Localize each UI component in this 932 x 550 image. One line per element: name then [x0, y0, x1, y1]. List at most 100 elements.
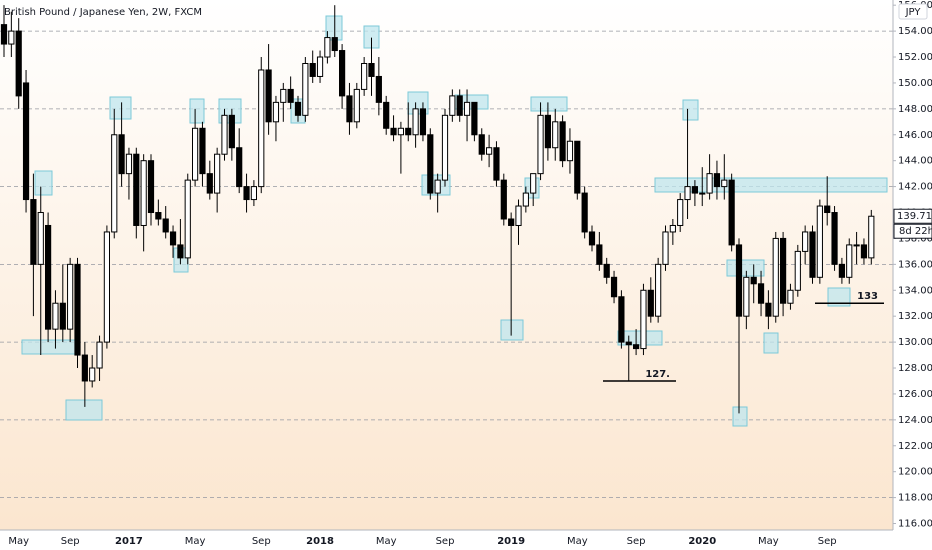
y-tick-label: 118.000: [898, 493, 932, 504]
candle-body: [566, 140, 574, 162]
candle-body: [838, 263, 845, 278]
candle-body: [199, 127, 206, 175]
x-tick-label: Sep: [818, 536, 837, 547]
candle-body: [522, 192, 529, 207]
candle-body: [375, 75, 382, 103]
chart-title: British Pound / Japanese Yen, 2W, FXCM: [4, 7, 202, 18]
candle-body: [8, 30, 15, 45]
candle-body: [794, 250, 801, 291]
candle-body: [816, 205, 823, 278]
candle-body: [15, 30, 22, 97]
zone: [189, 98, 205, 124]
x-tick-label: May: [758, 536, 779, 547]
candle-body: [294, 101, 302, 116]
y-tick-label: 130.000: [898, 337, 932, 348]
candle-body: [486, 147, 493, 155]
candle-body: [618, 296, 625, 343]
zone: [726, 259, 765, 277]
candle-body: [324, 37, 331, 58]
candle-body: [243, 186, 250, 201]
y-tick-label: 122.000: [898, 441, 932, 452]
candle-body: [588, 231, 596, 246]
candle-body: [691, 186, 698, 194]
candle-body: [280, 88, 287, 103]
candle-body: [368, 62, 375, 77]
candle-body: [74, 263, 81, 356]
candle-body: [449, 95, 456, 116]
candle-body: [390, 127, 397, 136]
zone: [682, 99, 699, 121]
candle-body: [236, 147, 243, 188]
x-tick-label: Sep: [61, 536, 80, 547]
zone: [827, 287, 851, 307]
candle-body: [353, 88, 360, 123]
candle-body: [111, 134, 118, 233]
zone: [654, 177, 888, 193]
candle-body: [383, 101, 390, 129]
y-tick-label: 150.000: [898, 78, 932, 89]
candle-body: [434, 179, 441, 194]
candle-body: [177, 244, 184, 259]
candle-body: [103, 231, 111, 343]
x-axis-background: [0, 530, 932, 550]
x-tick-label: Sep: [436, 536, 455, 547]
candle-body: [258, 69, 265, 188]
candle-body: [0, 24, 8, 45]
candle-body: [780, 237, 787, 304]
zone: [325, 15, 343, 41]
x-tick-label: May: [376, 536, 397, 547]
candle-body: [655, 263, 662, 317]
candle-body: [52, 302, 59, 330]
candle-body: [508, 218, 515, 226]
candle-body: [860, 244, 868, 259]
currency-label: JPY: [905, 7, 922, 18]
candle-body: [89, 367, 96, 382]
candle-body: [155, 212, 162, 220]
candle-body: [728, 179, 735, 246]
candle-body: [419, 108, 427, 136]
candle-body: [67, 263, 74, 330]
candle-body: [228, 114, 235, 149]
zone: [21, 339, 78, 355]
candle-body: [192, 127, 199, 181]
candle-body: [339, 50, 346, 97]
y-tick-label: 154.000: [898, 26, 932, 37]
candle-body: [184, 179, 191, 259]
candle-body: [625, 341, 632, 346]
candle-body: [265, 69, 272, 123]
candle-body: [96, 341, 103, 369]
candle-body: [250, 186, 258, 201]
candle-body: [647, 289, 654, 317]
candle-body: [757, 283, 765, 304]
candle-body: [743, 276, 750, 317]
x-tick-label: Sep: [627, 536, 646, 547]
candle-body: [684, 186, 691, 201]
zone: [34, 170, 53, 196]
y-tick-label: 126.000: [898, 389, 932, 400]
candle-body: [721, 179, 728, 188]
y-tick-label: 132.000: [898, 311, 932, 322]
candle-body: [45, 224, 52, 330]
y-axis-background: [893, 0, 932, 550]
candle-body: [677, 199, 684, 226]
x-tick-label: 2019: [497, 536, 525, 547]
candle-body: [640, 289, 647, 350]
zone: [65, 399, 103, 421]
candle-body: [361, 62, 368, 90]
candle-body: [272, 101, 280, 123]
candle-body: [846, 244, 853, 278]
candle-body: [735, 244, 743, 317]
annotation-label: 127.: [645, 369, 670, 380]
countdown-label: 8d 22h: [899, 226, 932, 237]
x-tick-label: 2017: [115, 536, 143, 547]
candle-body: [309, 62, 316, 77]
candle-body: [471, 101, 478, 136]
candle-body: [331, 37, 338, 52]
zone: [500, 319, 524, 341]
candle-body: [530, 173, 537, 194]
y-tick-label: 148.000: [898, 104, 932, 115]
countdown-box: [893, 223, 932, 239]
candle-body: [515, 205, 522, 226]
candle-body: [125, 153, 133, 175]
x-tick-label: 2018: [306, 536, 334, 547]
